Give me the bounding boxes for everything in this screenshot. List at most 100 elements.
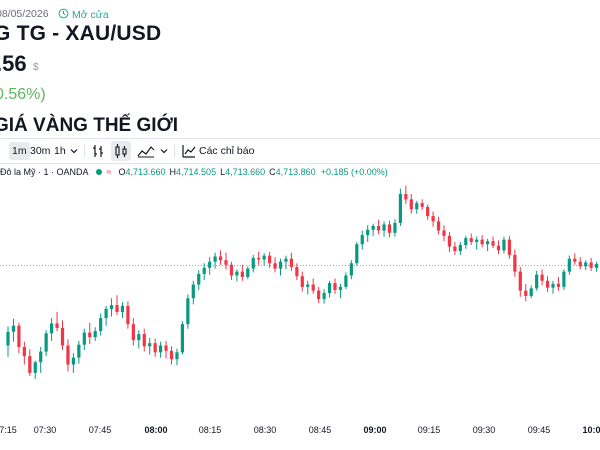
candle (562, 269, 566, 290)
candle (17, 322, 21, 354)
open-label: O (118, 167, 126, 177)
candle (164, 340, 168, 359)
candle (235, 269, 239, 282)
x-tick-label: 10:00 (582, 425, 600, 435)
close-value: 4,713.860 (275, 167, 316, 177)
candle (208, 257, 212, 275)
candle (355, 241, 359, 266)
candle (99, 313, 103, 336)
candle (257, 251, 261, 265)
candle (229, 261, 234, 281)
candle (322, 289, 326, 304)
candle (573, 253, 577, 265)
candle (524, 283, 528, 302)
indicators-icon[interactable] (182, 144, 196, 162)
high-label: H (169, 167, 177, 177)
candle (224, 252, 228, 270)
candle (60, 320, 65, 351)
section-title: GIÁ VÀNG THẾ GIỚI (0, 115, 179, 136)
candle (197, 270, 201, 290)
candle (551, 280, 555, 294)
x-tick-label: 07:45 (89, 425, 112, 435)
candle (66, 339, 70, 372)
x-tick-label: 08:15 (199, 425, 222, 435)
chart-legend: Đô la Mỹ · 1 · OANDA ≈ O 4,713.660 H 4,7… (0, 167, 388, 177)
candle (88, 322, 92, 344)
x-tick-label: 7:15 (0, 425, 17, 435)
bar-chart-icon[interactable] (92, 144, 104, 162)
candle (535, 270, 539, 291)
candle (289, 252, 293, 271)
candle (311, 278, 315, 294)
candle (300, 271, 304, 292)
candle (71, 353, 75, 373)
chevron-down-icon[interactable] (160, 148, 168, 166)
candle (420, 199, 424, 210)
candle (578, 257, 582, 270)
candle (295, 263, 299, 281)
candle (159, 341, 163, 358)
candle (431, 211, 435, 227)
candle (44, 330, 48, 357)
interval-1h-button[interactable]: 1h (54, 145, 66, 157)
candle (426, 204, 430, 220)
candle (93, 327, 97, 341)
candle (409, 193, 413, 214)
x-tick-label: 09:30 (473, 425, 496, 435)
candle (377, 219, 381, 235)
candle (120, 302, 125, 319)
candle (382, 221, 386, 237)
candle (360, 230, 364, 250)
candle (169, 346, 174, 365)
candle (344, 272, 348, 290)
price-value: .56 (0, 51, 27, 76)
x-tick-label: 09:00 (363, 425, 386, 435)
candle (33, 360, 37, 379)
candle (246, 266, 250, 280)
price-change: 0.56%) (0, 86, 46, 103)
candle (540, 269, 544, 286)
candle (213, 252, 217, 269)
candle (131, 318, 135, 346)
interval-30m-button[interactable]: 30m (30, 145, 51, 157)
candle (175, 348, 179, 366)
candle (77, 340, 81, 364)
candle (126, 301, 130, 329)
high-value: 4,714.505 (176, 167, 217, 177)
candlestick-icon[interactable] (111, 141, 131, 161)
currency-label: $ (33, 62, 39, 73)
x-tick-label: 09:45 (528, 425, 551, 435)
interval-1m-button[interactable]: 1m (9, 142, 30, 160)
candle (273, 257, 277, 273)
page-title: G TG - XAU/USD (0, 22, 162, 45)
candle (104, 305, 108, 326)
candle (567, 255, 571, 275)
candle (507, 235, 511, 259)
symbol-label: Đô la Mỹ · 1 · OANDA (0, 167, 89, 177)
candle (366, 225, 370, 242)
low-label: L (220, 167, 226, 177)
wave-icon: ≈ (106, 167, 112, 177)
candle (11, 318, 16, 342)
candle (202, 263, 206, 281)
close-label: C (269, 167, 276, 177)
candle (148, 337, 152, 355)
chevron-down-icon[interactable] (70, 148, 78, 166)
candle (333, 278, 337, 294)
candle (475, 236, 479, 250)
indicators-button[interactable]: Các chỉ báo (199, 145, 255, 157)
area-chart-icon[interactable] (137, 144, 155, 162)
candlestick-chart[interactable]: 7:15 07:30 07:45 08:00 08:15 08:30 08:45 09:00 0… (0, 178, 600, 450)
candle (415, 200, 419, 214)
live-dot-icon (95, 169, 102, 175)
candle (142, 328, 146, 352)
candle (28, 349, 32, 376)
candle (115, 295, 119, 316)
candle (496, 240, 501, 255)
candle (453, 241, 457, 255)
candle (491, 236, 495, 249)
market-status: Mở cửa (58, 8, 109, 22)
candle (529, 285, 533, 299)
candle (186, 294, 190, 329)
x-tick-label: 09:15 (418, 425, 441, 435)
